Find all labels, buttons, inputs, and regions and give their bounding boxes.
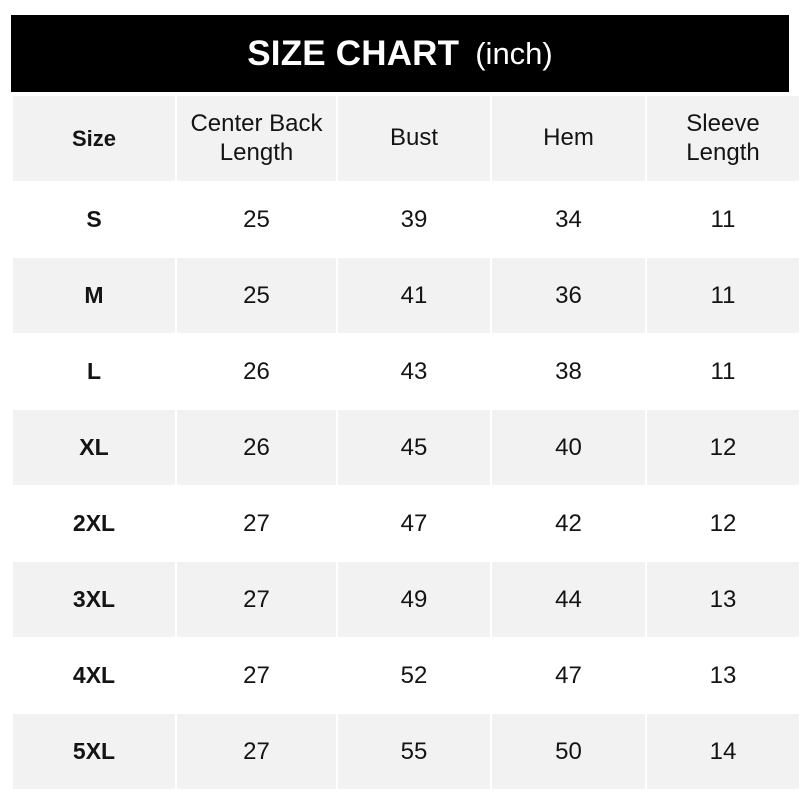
cell-hem: 47 bbox=[492, 638, 645, 713]
cell-sleeve-length: 12 bbox=[647, 410, 799, 485]
cell-bust: 45 bbox=[338, 410, 490, 485]
cell-center-back-length: 26 bbox=[177, 410, 336, 485]
table-row: 2XL 27 47 42 12 bbox=[13, 486, 799, 561]
column-header-center-back-length: Center Back Length bbox=[177, 96, 336, 181]
size-chart-title-banner: SIZE CHART (inch) bbox=[11, 15, 789, 92]
cell-center-back-length: 27 bbox=[177, 562, 336, 637]
table-row: M 25 41 36 11 bbox=[13, 258, 799, 333]
cell-sleeve-length: 13 bbox=[647, 638, 799, 713]
cell-bust: 39 bbox=[338, 182, 490, 257]
table-row: L 26 43 38 11 bbox=[13, 334, 799, 409]
cell-center-back-length: 25 bbox=[177, 182, 336, 257]
cell-center-back-length: 26 bbox=[177, 334, 336, 409]
size-measurements-table: Size Center Back Length Bust Hem Sleeve … bbox=[11, 95, 800, 790]
table-header: Size Center Back Length Bust Hem Sleeve … bbox=[13, 96, 799, 181]
table-row: 5XL 27 55 50 14 bbox=[13, 714, 799, 789]
cell-bust: 47 bbox=[338, 486, 490, 561]
cell-hem: 34 bbox=[492, 182, 645, 257]
cell-center-back-length: 27 bbox=[177, 714, 336, 789]
cell-sleeve-length: 13 bbox=[647, 562, 799, 637]
cell-sleeve-length: 12 bbox=[647, 486, 799, 561]
title-unit-label: (inch) bbox=[475, 35, 553, 71]
cell-size: 5XL bbox=[13, 714, 175, 789]
table-row: S 25 39 34 11 bbox=[13, 182, 799, 257]
column-header-bust: Bust bbox=[338, 96, 490, 181]
table-row: 3XL 27 49 44 13 bbox=[13, 562, 799, 637]
cell-hem: 50 bbox=[492, 714, 645, 789]
column-header-sleeve-length: Sleeve Length bbox=[647, 96, 799, 181]
cell-bust: 43 bbox=[338, 334, 490, 409]
cell-size: S bbox=[13, 182, 175, 257]
cell-bust: 49 bbox=[338, 562, 490, 637]
cell-size: 2XL bbox=[13, 486, 175, 561]
table-body: S 25 39 34 11 M 25 41 36 11 L 26 43 38 1… bbox=[13, 182, 799, 789]
cell-sleeve-length: 11 bbox=[647, 258, 799, 333]
cell-hem: 36 bbox=[492, 258, 645, 333]
cell-center-back-length: 25 bbox=[177, 258, 336, 333]
cell-hem: 40 bbox=[492, 410, 645, 485]
cell-sleeve-length: 11 bbox=[647, 182, 799, 257]
page-title: SIZE CHART bbox=[247, 33, 460, 73]
column-header-hem: Hem bbox=[492, 96, 645, 181]
cell-center-back-length: 27 bbox=[177, 486, 336, 561]
cell-sleeve-length: 11 bbox=[647, 334, 799, 409]
cell-hem: 44 bbox=[492, 562, 645, 637]
cell-bust: 52 bbox=[338, 638, 490, 713]
cell-bust: 41 bbox=[338, 258, 490, 333]
cell-size: M bbox=[13, 258, 175, 333]
table-header-row: Size Center Back Length Bust Hem Sleeve … bbox=[13, 96, 799, 181]
cell-size: 3XL bbox=[13, 562, 175, 637]
cell-size: XL bbox=[13, 410, 175, 485]
cell-bust: 55 bbox=[338, 714, 490, 789]
table-row: XL 26 45 40 12 bbox=[13, 410, 799, 485]
cell-size: L bbox=[13, 334, 175, 409]
table-row: 4XL 27 52 47 13 bbox=[13, 638, 799, 713]
cell-size: 4XL bbox=[13, 638, 175, 713]
column-header-size: Size bbox=[13, 96, 175, 181]
cell-hem: 38 bbox=[492, 334, 645, 409]
cell-hem: 42 bbox=[492, 486, 645, 561]
cell-center-back-length: 27 bbox=[177, 638, 336, 713]
cell-sleeve-length: 14 bbox=[647, 714, 799, 789]
